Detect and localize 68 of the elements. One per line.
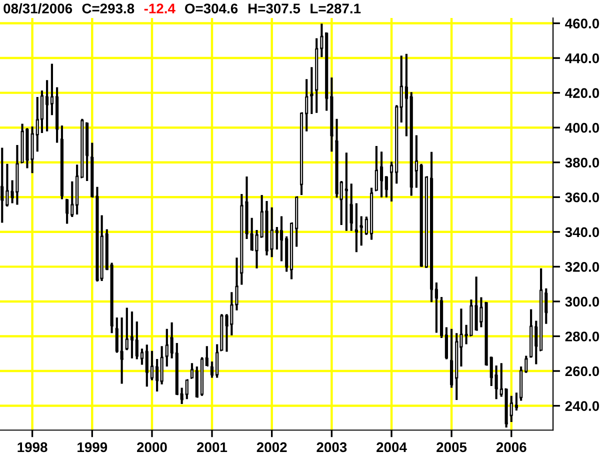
candlestick xyxy=(395,104,398,185)
candlestick xyxy=(240,192,244,286)
candlestick xyxy=(220,313,224,352)
candlestick xyxy=(165,328,168,368)
candlestick xyxy=(235,256,238,312)
candlestick xyxy=(370,186,374,241)
candlestick xyxy=(390,160,394,203)
y-tick-label: 240.0 xyxy=(565,401,600,411)
y-tick-label: 440.0 xyxy=(565,53,600,64)
candlestick xyxy=(80,118,84,178)
candlestick xyxy=(185,378,188,400)
candlestick xyxy=(125,306,128,352)
x-tick-label: 2003 xyxy=(316,442,347,452)
candlestick xyxy=(216,343,219,379)
candlestick xyxy=(30,126,34,174)
candlestick xyxy=(200,356,204,397)
text: 08/31/2006 xyxy=(4,3,72,14)
candlestick xyxy=(300,111,304,196)
x-tick-label: 2005 xyxy=(436,442,467,452)
candlestick xyxy=(70,180,74,218)
candlestick xyxy=(524,354,528,374)
candlestick xyxy=(520,365,523,402)
y-tick-label: 460.0 xyxy=(565,18,600,28)
x-tick-label: 2000 xyxy=(137,442,167,452)
text: H=307.5 xyxy=(248,4,300,14)
candlestick xyxy=(310,66,314,116)
candlestick xyxy=(424,175,428,269)
candlestick xyxy=(305,78,308,132)
text: O=304.6 xyxy=(185,4,238,14)
y-tick-label: 340.0 xyxy=(565,227,600,238)
candlestick xyxy=(364,216,368,236)
x-tick-label: 1999 xyxy=(78,442,108,452)
candlestick xyxy=(500,362,503,398)
candlestick xyxy=(150,350,154,382)
y-tick-label: 320.0 xyxy=(565,262,600,272)
y-tick-label: 300.0 xyxy=(565,296,600,307)
candlestick xyxy=(290,222,294,280)
candlestick xyxy=(540,267,543,352)
text: L=287.1 xyxy=(310,4,361,14)
candlestick xyxy=(160,345,164,386)
candlestick xyxy=(140,348,144,366)
y-tick-label: 260.0 xyxy=(565,366,600,376)
x-tick-label: 2001 xyxy=(197,442,228,452)
x-tick-label: 2004 xyxy=(376,442,407,452)
candlestick xyxy=(320,22,324,58)
candlestick xyxy=(315,37,318,114)
candlestick xyxy=(360,215,363,247)
y-tick-label: 380.0 xyxy=(565,158,600,168)
candlestick xyxy=(374,144,378,192)
candlestick xyxy=(190,362,194,379)
text: -12.4 xyxy=(144,4,176,14)
y-tick-label: 280.0 xyxy=(565,332,600,342)
y-tick-label: 420.0 xyxy=(565,88,600,98)
candlestick xyxy=(400,54,403,124)
text: C=293.8 xyxy=(82,4,134,14)
candlestick xyxy=(414,134,418,189)
x-tick-label: 1998 xyxy=(18,442,48,452)
candlestick xyxy=(76,164,79,216)
candlestick xyxy=(295,196,298,248)
candlestick xyxy=(530,308,533,359)
y-tick-label: 400.0 xyxy=(565,122,600,133)
candlestick xyxy=(50,62,54,116)
candlestick xyxy=(270,206,274,258)
y-tick-label: 360.0 xyxy=(565,192,600,202)
x-tick-label: 2002 xyxy=(256,442,287,452)
candlestick xyxy=(6,162,9,208)
x-tick-label: 2006 xyxy=(496,442,526,452)
candlestick xyxy=(510,394,513,423)
